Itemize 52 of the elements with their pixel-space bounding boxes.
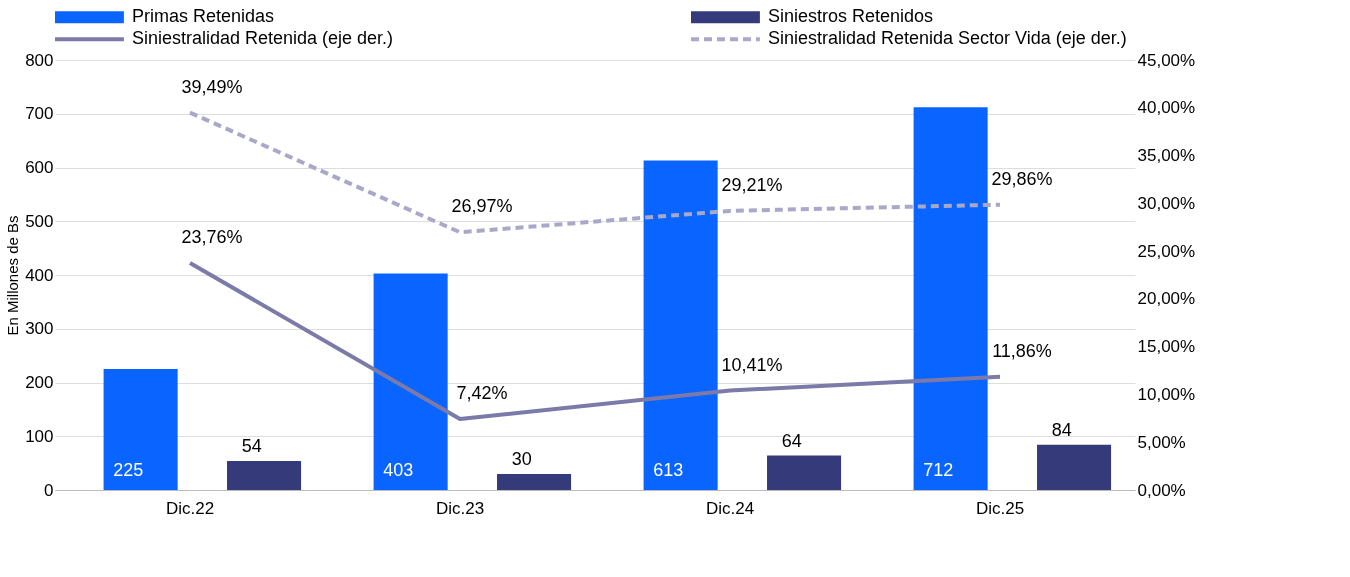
data-label: 84: [1051, 419, 1072, 440]
bar: [913, 107, 988, 490]
y2-tick-label: 30,00%: [1137, 193, 1196, 213]
y2-tick-label: 35,00%: [1137, 146, 1196, 166]
data-label: 29,21%: [721, 174, 783, 195]
data-label: 613: [653, 460, 684, 480]
data-label: 7,42%: [456, 383, 508, 404]
y-tick-label: 700: [25, 104, 54, 124]
y2-tick-label: 40,00%: [1137, 98, 1196, 118]
y2-tick-label: 10,00%: [1137, 384, 1196, 404]
data-label: 39,49%: [181, 76, 243, 97]
data-label: 64: [781, 430, 802, 451]
data-label: 23,76%: [181, 226, 243, 247]
x-tick-label: Dic.24: [705, 498, 755, 518]
bar: [103, 369, 178, 490]
y-tick-label: 800: [25, 50, 54, 70]
bar: [227, 460, 302, 490]
y-tick-label: 600: [25, 158, 54, 177]
data-label: 11,86%: [992, 340, 1052, 361]
y-tick-label: 500: [25, 211, 54, 231]
bar: [643, 160, 718, 490]
data-label: 26,97%: [451, 196, 513, 217]
y2-tick-label: 45,00%: [1137, 50, 1196, 70]
legend-label: Siniestralidad Retenida Sector Vida (eje der.): [767, 28, 1127, 49]
y-tick-label: 400: [25, 265, 54, 285]
bar: [373, 273, 448, 490]
y2-tick-label: 5,00%: [1137, 432, 1186, 452]
y2-tick-label: 25,00%: [1137, 241, 1196, 261]
y-axis-title: En Millones de Bs: [4, 215, 22, 336]
data-label: 225: [113, 460, 144, 480]
y2-tick-label: 15,00%: [1137, 337, 1196, 357]
data-label: 712: [923, 460, 954, 480]
bar: [1037, 444, 1112, 490]
y-tick-label: 0: [44, 480, 54, 500]
data-label: 403: [383, 460, 414, 480]
legend-label: Siniestros Retenidos: [767, 6, 933, 27]
y-tick-label: 200: [25, 373, 54, 392]
y-tick-label: 300: [25, 319, 54, 339]
x-tick-label: Dic.22: [165, 498, 215, 518]
x-tick-label: Dic.25: [975, 498, 1025, 518]
y2-tick-label: 20,00%: [1137, 289, 1196, 309]
data-label: 54: [241, 435, 262, 456]
data-label: 30: [511, 448, 532, 469]
legend-label: Primas Retenidas: [131, 6, 274, 27]
bar: [497, 473, 572, 490]
data-label: 10,41%: [721, 354, 783, 375]
bar: [767, 455, 842, 490]
legend-label: Siniestralidad Retenida (eje der.): [131, 28, 394, 49]
x-tick-label: Dic.23: [435, 498, 485, 518]
y-tick-label: 100: [25, 426, 54, 446]
y2-tick-label: 0,00%: [1137, 480, 1186, 500]
data-label: 29,86%: [991, 168, 1053, 189]
